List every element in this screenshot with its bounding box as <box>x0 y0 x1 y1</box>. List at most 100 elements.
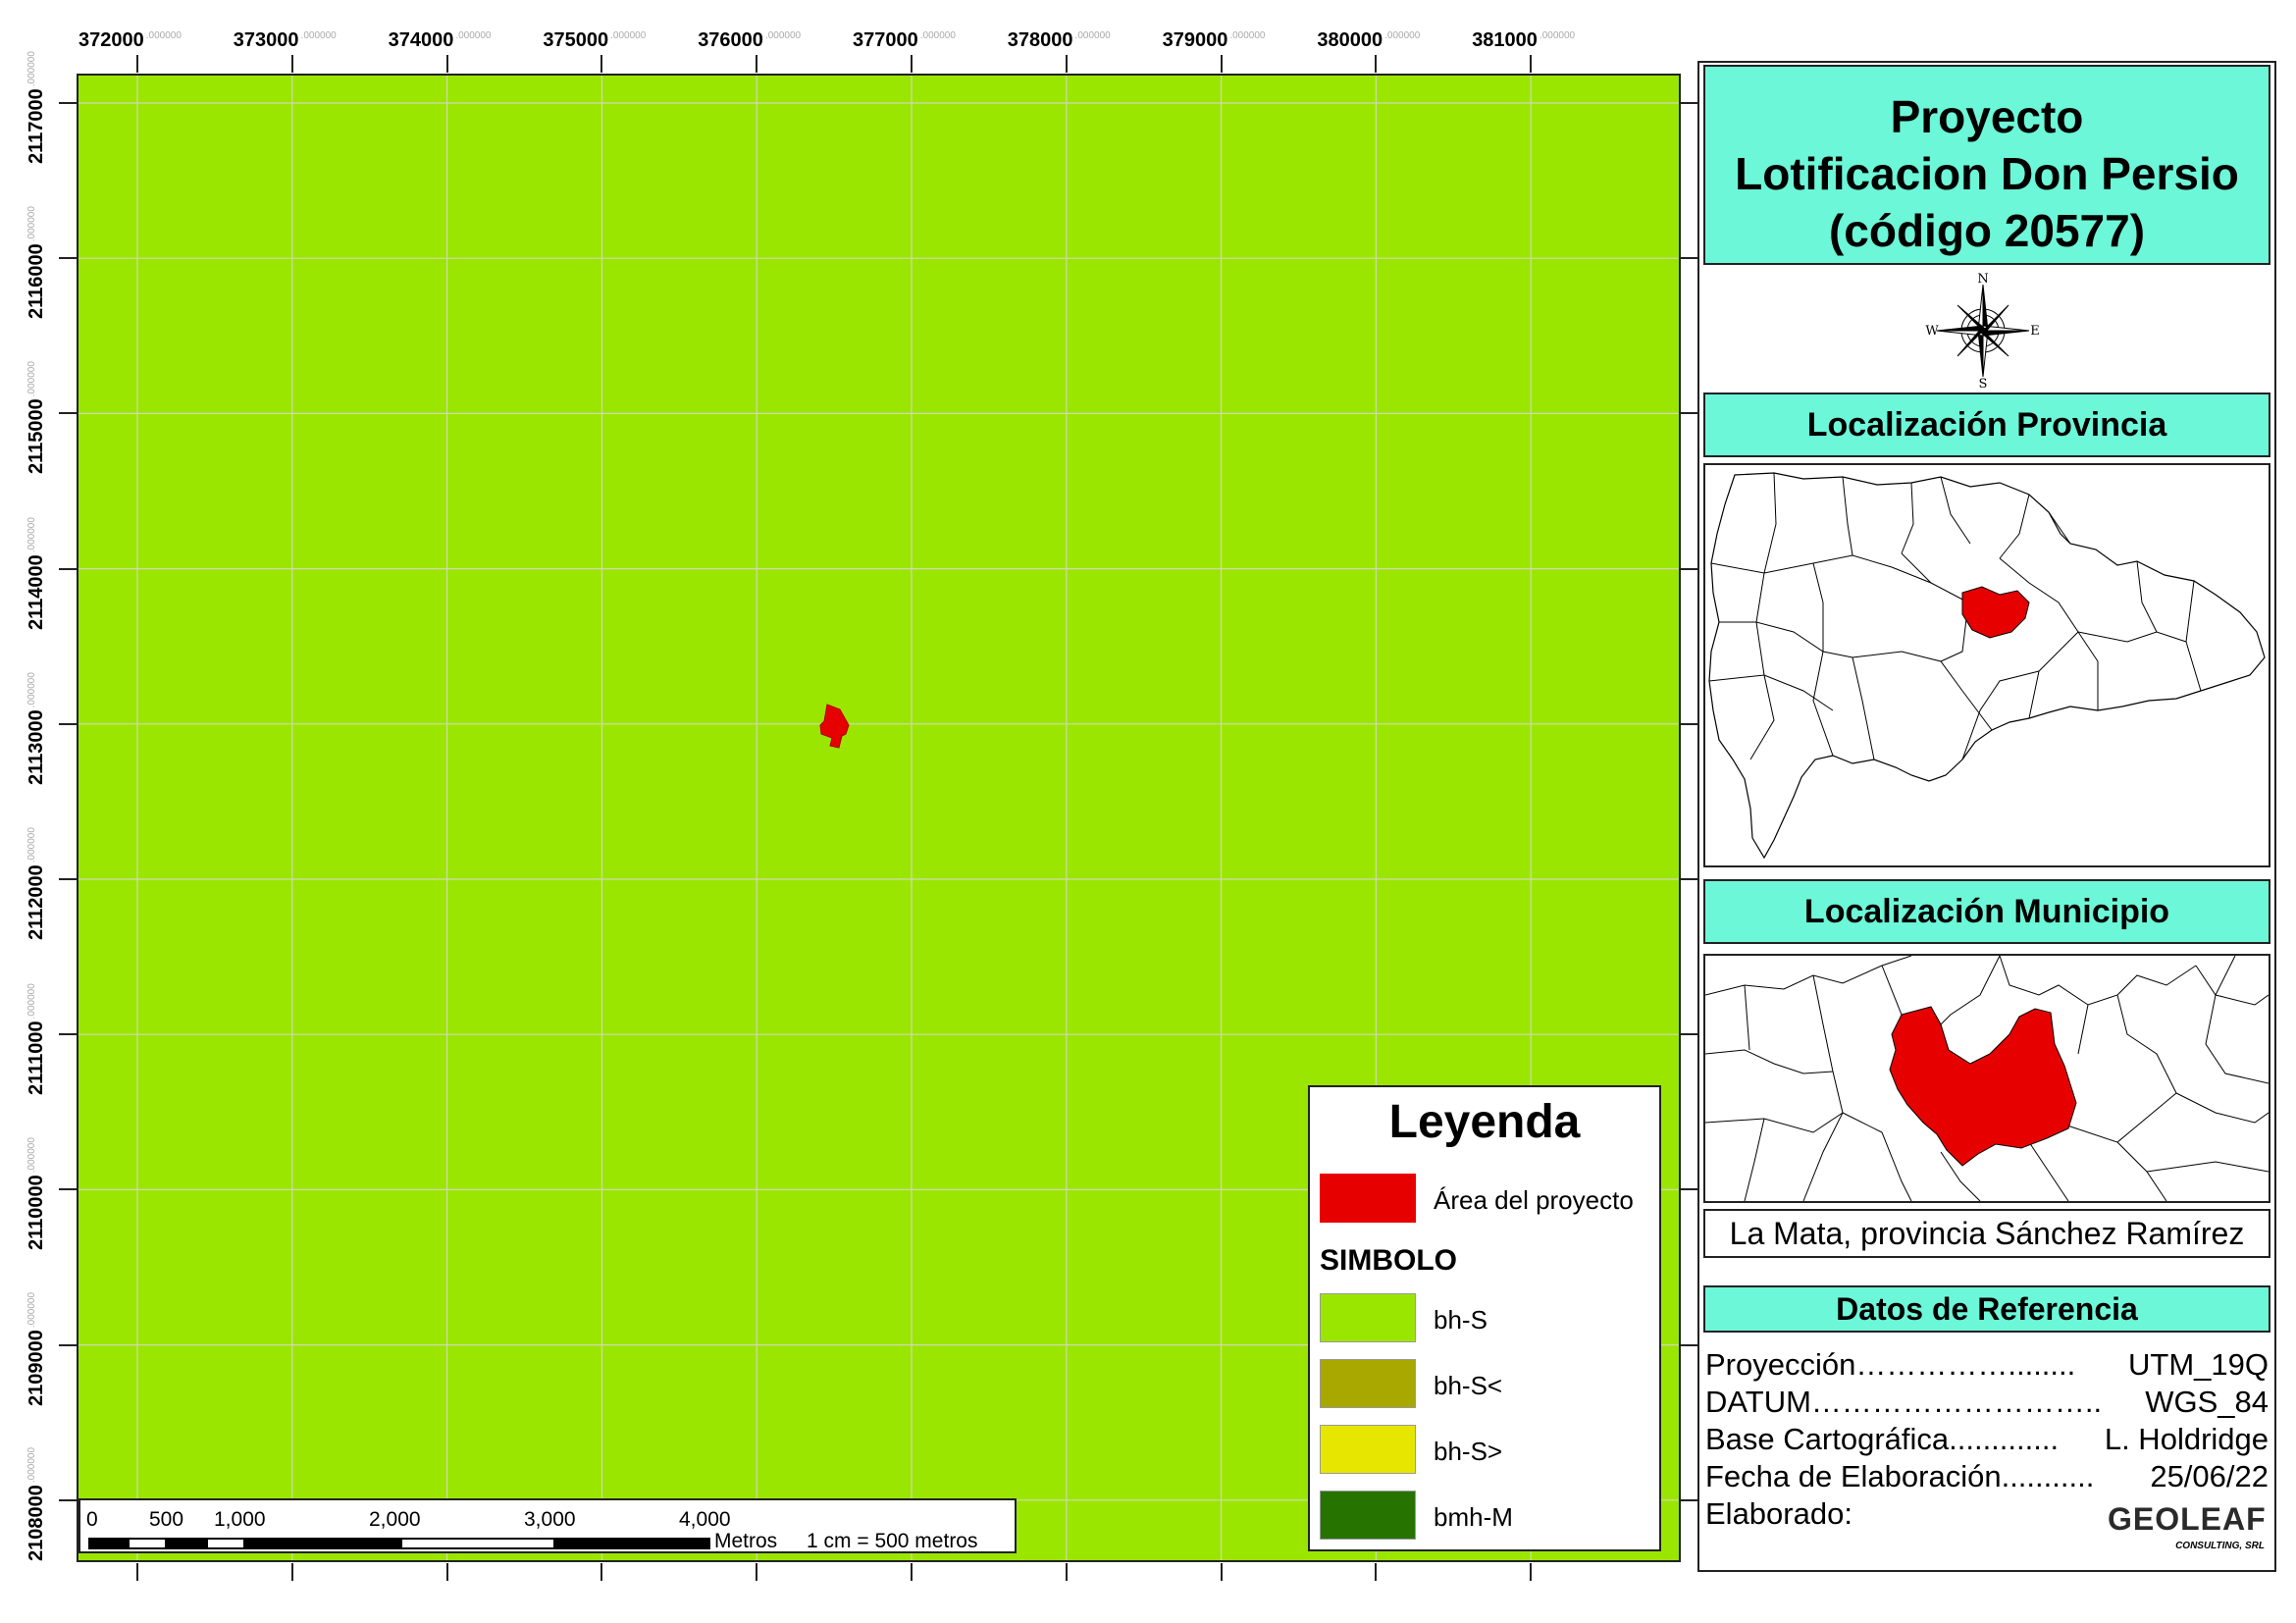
ref-row-author: Elaborado: <box>1705 1495 2269 1533</box>
y-tick-mark <box>1681 722 1698 725</box>
scale-segment <box>206 1538 245 1549</box>
y-tick-label: 2116000.000000 <box>26 206 47 320</box>
y-tick-mark <box>1681 878 1698 880</box>
legend-symbol-heading: SIMBOLO <box>1320 1244 1457 1277</box>
x-tick-label: 377000.000000 <box>853 29 956 51</box>
y-tick-mark <box>59 257 77 260</box>
y-tick-mark <box>59 567 77 570</box>
ref-value: WGS_84 <box>2145 1385 2269 1419</box>
municipality-location-title: Localización Municipio <box>1703 879 2270 944</box>
y-tick-mark <box>1681 567 1698 570</box>
y-tick-label: 2110000.000000 <box>26 1137 47 1251</box>
x-tick-label: 373000.000000 <box>233 29 337 51</box>
x-tick-mark <box>1375 55 1378 73</box>
province-map-svg <box>1708 472 2266 860</box>
ref-row-projection: Proyección……………........ UTM_19Q <box>1705 1346 2269 1384</box>
province-highlight <box>1961 586 2030 639</box>
legend-label-bh-s-gt: bh-S> <box>1434 1437 1503 1466</box>
x-tick-mark <box>445 55 448 73</box>
x-tick-label: 381000.000000 <box>1472 29 1576 51</box>
legend: Leyenda Área del proyecto SIMBOLO bh-S b… <box>1308 1085 1661 1551</box>
municipality-highlight <box>1889 1006 2077 1167</box>
scale-unit: Metros <box>714 1530 778 1552</box>
municipality-locator-map[interactable] <box>1703 954 2270 1203</box>
ref-row-datum: DATUM……………………….. WGS_84 <box>1705 1384 2269 1421</box>
scale-label-3000: 3,000 <box>524 1508 576 1531</box>
y-tick-mark <box>59 412 77 415</box>
y-tick-mark <box>59 722 77 725</box>
x-tick-label: 378000.000000 <box>1007 29 1111 51</box>
x-tick-mark <box>290 1563 293 1581</box>
compass-rose-icon: N S W E <box>1925 273 2040 389</box>
province-locator-map[interactable] <box>1703 463 2270 867</box>
title-line-3: (código 20577) <box>1828 205 2146 256</box>
ref-row-base: Base Cartográfica............. L. Holdri… <box>1705 1421 2269 1458</box>
y-tick-label: 2111000.000000 <box>26 983 47 1096</box>
ref-value: UTM_19Q <box>2128 1347 2269 1382</box>
legend-label-bmh-m: bmh-M <box>1434 1502 1513 1532</box>
y-tick-label: 2114000.000000 <box>26 516 47 630</box>
y-tick-mark <box>1681 257 1698 260</box>
compass-e: E <box>2030 324 2040 339</box>
ref-key: Fecha de Elaboración........... <box>1705 1459 2095 1493</box>
x-tick-mark <box>136 1563 138 1581</box>
x-tick-mark <box>1375 1563 1378 1581</box>
ref-row-date: Fecha de Elaboración........... 25/06/22 <box>1705 1458 2269 1495</box>
x-tick-mark <box>1065 1563 1068 1581</box>
scale-label-4000: 4,000 <box>679 1508 731 1531</box>
x-tick-mark <box>911 1563 913 1581</box>
y-tick-label: 2117000.000000 <box>26 51 47 164</box>
scale-label-0: 0 <box>86 1508 98 1531</box>
scale-label-500: 500 <box>149 1508 184 1531</box>
x-tick-mark <box>1065 55 1068 73</box>
x-tick-label: 375000.000000 <box>543 29 647 51</box>
legend-swatch-bh-s-gt <box>1320 1425 1416 1474</box>
x-tick-mark <box>136 55 138 73</box>
x-tick-mark <box>290 55 293 73</box>
ref-key: Base Cartográfica............. <box>1705 1422 2060 1456</box>
geoleaf-logo: GEOLEAF CONSULTING, SRL <box>2108 1501 2266 1562</box>
x-tick-mark <box>1530 1563 1533 1581</box>
y-tick-mark <box>1681 412 1698 415</box>
ref-value: 25/06/22 <box>2150 1459 2269 1493</box>
y-tick-mark <box>1681 102 1698 104</box>
legend-swatch-bh-s <box>1320 1293 1416 1342</box>
x-tick-mark <box>445 1563 448 1581</box>
project-area-polygon[interactable] <box>819 704 850 749</box>
main-map[interactable] <box>77 74 1681 1562</box>
scale-ratio: 1 cm = 500 metros <box>807 1530 978 1552</box>
x-tick-mark <box>756 55 758 73</box>
province-location-title: Localización Provincia <box>1703 393 2270 457</box>
compass-w: W <box>1925 324 1939 339</box>
municipality-map-svg <box>1705 956 2269 1201</box>
x-tick-mark <box>1220 1563 1223 1581</box>
y-tick-mark <box>59 1188 77 1191</box>
y-tick-mark <box>59 102 77 104</box>
legend-label-project: Área del proyecto <box>1434 1185 1634 1215</box>
x-tick-mark <box>911 55 913 73</box>
scale-bar: 0 500 1,000 2,000 3,000 4,000 Metros 1 c… <box>78 1498 1017 1553</box>
y-tick-mark <box>1681 1498 1698 1501</box>
y-tick-label: 2108000.000000 <box>26 1446 47 1561</box>
scale-label-2000: 2,000 <box>369 1508 421 1531</box>
y-tick-mark <box>1681 1188 1698 1191</box>
y-tick-mark <box>59 878 77 880</box>
x-tick-label: 379000.000000 <box>1162 29 1266 51</box>
x-tick-mark <box>1220 55 1223 73</box>
x-tick-label: 376000.000000 <box>698 29 802 51</box>
location-label: La Mata, provincia Sánchez Ramírez <box>1703 1209 2270 1258</box>
y-tick-mark <box>59 1343 77 1346</box>
reference-data-title: Datos de Referencia <box>1703 1285 2270 1333</box>
legend-label-bh-s: bh-S <box>1434 1305 1487 1335</box>
x-tick-mark <box>756 1563 758 1581</box>
scale-segment <box>245 1538 400 1549</box>
scale-segment <box>167 1538 206 1549</box>
compass-n: N <box>1977 273 1988 287</box>
legend-swatch-bmh-m <box>1320 1491 1416 1540</box>
y-tick-label: 2112000.000000 <box>26 827 47 940</box>
y-tick-mark <box>59 1033 77 1036</box>
scale-label-1000: 1,000 <box>214 1508 266 1531</box>
x-tick-mark <box>600 1563 603 1581</box>
y-tick-label: 2115000.000000 <box>26 361 47 475</box>
scale-segment <box>88 1538 128 1549</box>
